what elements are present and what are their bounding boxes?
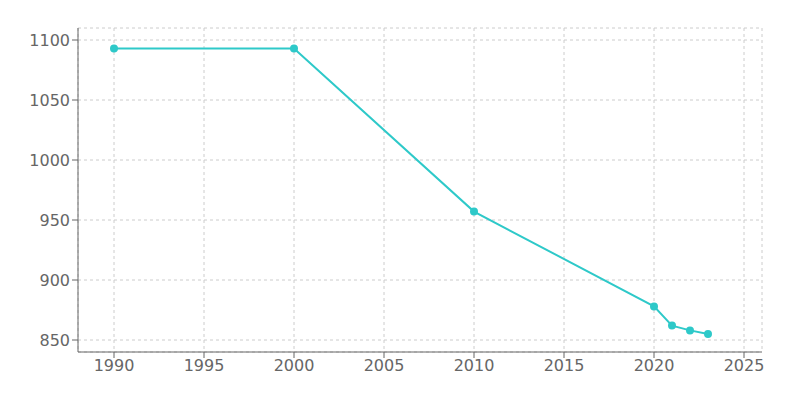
svg-text:1990: 1990: [94, 356, 135, 375]
svg-text:1050: 1050: [29, 91, 70, 110]
svg-text:1000: 1000: [29, 151, 70, 170]
svg-text:1100: 1100: [29, 31, 70, 50]
svg-text:2005: 2005: [364, 356, 405, 375]
svg-text:2015: 2015: [544, 356, 585, 375]
svg-text:1995: 1995: [184, 356, 225, 375]
svg-text:2010: 2010: [454, 356, 495, 375]
svg-text:2025: 2025: [724, 356, 765, 375]
svg-text:850: 850: [39, 331, 70, 350]
svg-text:2000: 2000: [274, 356, 315, 375]
svg-text:900: 900: [39, 271, 70, 290]
svg-text:2020: 2020: [634, 356, 675, 375]
svg-text:950: 950: [39, 211, 70, 230]
